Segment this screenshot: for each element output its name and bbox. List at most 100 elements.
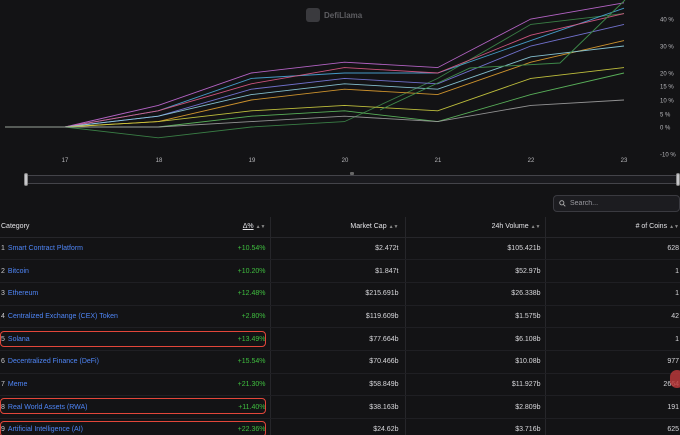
y-tick-label: -10 % <box>660 153 676 159</box>
sort-icon: ▲▼ <box>530 224 541 231</box>
search-input[interactable] <box>570 200 670 207</box>
change-cell: +22.36% <box>133 418 271 435</box>
volume-cell: $2.809b <box>405 395 546 419</box>
series-line-3 <box>5 13 625 128</box>
y-tick-label: 10 % <box>660 99 674 105</box>
range-slider[interactable] <box>24 172 680 186</box>
header-coins[interactable]: # of Coins ▲▼ <box>545 217 680 238</box>
market-cap-cell: $24.62b <box>270 418 406 435</box>
rank: 2 <box>1 267 5 275</box>
rank: 5 <box>1 335 5 343</box>
chart-area: 40 % 30 % 20 % 15 % 10 % 5 % 0 % -10 % 17 18 19 20 2… <box>0 0 680 170</box>
series-line-0 <box>5 13 625 139</box>
category-link[interactable]: Meme <box>7 380 28 388</box>
table-row[interactable]: 8 Real World Assets (RWA) +11.40% $38.163b $… <box>0 395 680 419</box>
category-link[interactable]: Solana <box>7 335 30 343</box>
table-row[interactable]: 2 Bitcoin +10.20% $1.847t $52.97b 1 <box>0 259 680 283</box>
header-change[interactable]: Δ% ▲▼ <box>133 217 271 238</box>
y-tick-label: 40 % <box>660 18 674 24</box>
category-cell: 6 Decentralized Finance (DeFi) <box>0 350 133 374</box>
x-tick-label: 22 <box>528 158 535 164</box>
market-cap-cell: $215.691b <box>270 282 406 306</box>
series-line-5 <box>5 40 625 128</box>
change-cell: +21.30% <box>133 373 271 397</box>
table-row[interactable]: 6 Decentralized Finance (DeFi) +15.54% $70.… <box>0 350 680 374</box>
volume-cell: $3.716b <box>405 418 546 435</box>
header-volume-label: 24h Volume <box>491 223 529 231</box>
category-cell: 2 Bitcoin <box>0 259 133 283</box>
range-end-handle[interactable] <box>676 173 680 186</box>
line-chart: 40 % 30 % 20 % 15 % 10 % 5 % 0 % -10 % 17 18 19 20 2… <box>5 0 676 164</box>
volume-cell: $10.08b <box>405 350 546 374</box>
scroll-indicator[interactable] <box>670 370 680 388</box>
table-row[interactable]: 5 Solana +13.49% $77.664b $6.108b 1 <box>0 327 680 351</box>
defillama-logo-icon <box>306 8 320 22</box>
category-cell: 3 Ethereum <box>0 282 133 306</box>
range-slider-track[interactable] <box>24 175 680 184</box>
series-line-2 <box>5 2 625 128</box>
range-slider-grip[interactable] <box>350 172 354 175</box>
market-cap-cell: $1.847t <box>270 259 406 283</box>
category-link[interactable]: Real World Assets (RWA) <box>7 403 88 411</box>
series-line-4 <box>5 23 625 128</box>
categories-table: Category Δ% ▲▼ Market Cap ▲▼ 24h Volume ▲▼ … <box>0 217 680 435</box>
x-tick-label: 23 <box>621 158 628 164</box>
category-link[interactable]: Bitcoin <box>7 267 29 275</box>
y-tick-label: 20 % <box>660 72 674 78</box>
category-link[interactable]: Ethereum <box>7 290 39 298</box>
coins-cell: 2664 <box>545 373 680 397</box>
coins-cell: 625 <box>545 418 680 435</box>
watermark-text: DefiLlama <box>324 10 363 20</box>
search-box[interactable] <box>553 195 680 212</box>
change-cell: +13.49% <box>133 327 271 351</box>
category-link[interactable]: Smart Contract Platform <box>7 244 83 252</box>
series-line-1 <box>5 7 625 128</box>
category-cell: 8 Real World Assets (RWA) <box>0 395 133 419</box>
header-change-label: Δ% <box>242 223 254 231</box>
range-start-handle[interactable] <box>24 173 28 186</box>
header-volume[interactable]: 24h Volume ▲▼ <box>405 217 546 238</box>
rank: 6 <box>1 358 5 366</box>
change-cell: +10.54% <box>133 237 271 261</box>
header-category-label: Category <box>1 223 30 231</box>
market-cap-cell: $70.466b <box>270 350 406 374</box>
coins-cell: 628 <box>545 237 680 261</box>
table-row[interactable]: 4 Centralized Exchange (CEX) Token +2.80% $… <box>0 305 680 329</box>
table-row[interactable]: 3 Ethereum +12.48% $215.691b $26.338b 1 <box>0 282 680 306</box>
x-tick-label: 17 <box>62 158 69 164</box>
header-coins-label: # of Coins <box>635 223 668 231</box>
sort-icon: ▲▼ <box>669 224 679 231</box>
category-link[interactable]: Artificial Intelligence (AI) <box>7 426 83 434</box>
header-market-cap-label: Market Cap <box>350 223 387 231</box>
table-row[interactable]: 1 Smart Contract Platform +10.54% $2.472t $1… <box>0 237 680 261</box>
table-header-row: Category Δ% ▲▼ Market Cap ▲▼ 24h Volume ▲▼ … <box>0 217 680 238</box>
change-cell: +10.20% <box>133 259 271 283</box>
x-tick-label: 19 <box>249 158 256 164</box>
y-tick-label: 15 % <box>660 85 674 91</box>
sort-icon: ▲▼ <box>388 224 399 231</box>
market-cap-cell: $2.472t <box>270 237 406 261</box>
sort-icon: ▲▼ <box>255 224 266 231</box>
coins-cell: 191 <box>545 395 680 419</box>
x-tick-label: 20 <box>342 158 349 164</box>
y-tick-label: 0 % <box>660 126 671 132</box>
x-tick-label: 21 <box>435 158 442 164</box>
table-row[interactable]: 9 Artificial Intelligence (AI) +22.36% $24.… <box>0 418 680 435</box>
y-tick-label: 5 % <box>660 113 671 119</box>
series-line-9 <box>5 99 625 128</box>
category-link[interactable]: Centralized Exchange (CEX) Token <box>7 312 118 320</box>
header-category[interactable]: Category <box>0 217 133 238</box>
market-cap-cell: $58.849b <box>270 373 406 397</box>
series-line-7 <box>5 67 625 128</box>
category-cell: 1 Smart Contract Platform <box>0 237 133 261</box>
search-icon <box>559 200 566 207</box>
category-link[interactable]: Decentralized Finance (DeFi) <box>7 358 99 366</box>
series-line-8 <box>5 72 625 128</box>
header-market-cap[interactable]: Market Cap ▲▼ <box>270 217 406 238</box>
volume-cell: $26.338b <box>405 282 546 306</box>
coins-cell: 1 <box>545 259 680 283</box>
volume-cell: $11.927b <box>405 373 546 397</box>
market-cap-cell: $77.664b <box>270 327 406 351</box>
rank: 4 <box>1 312 5 320</box>
